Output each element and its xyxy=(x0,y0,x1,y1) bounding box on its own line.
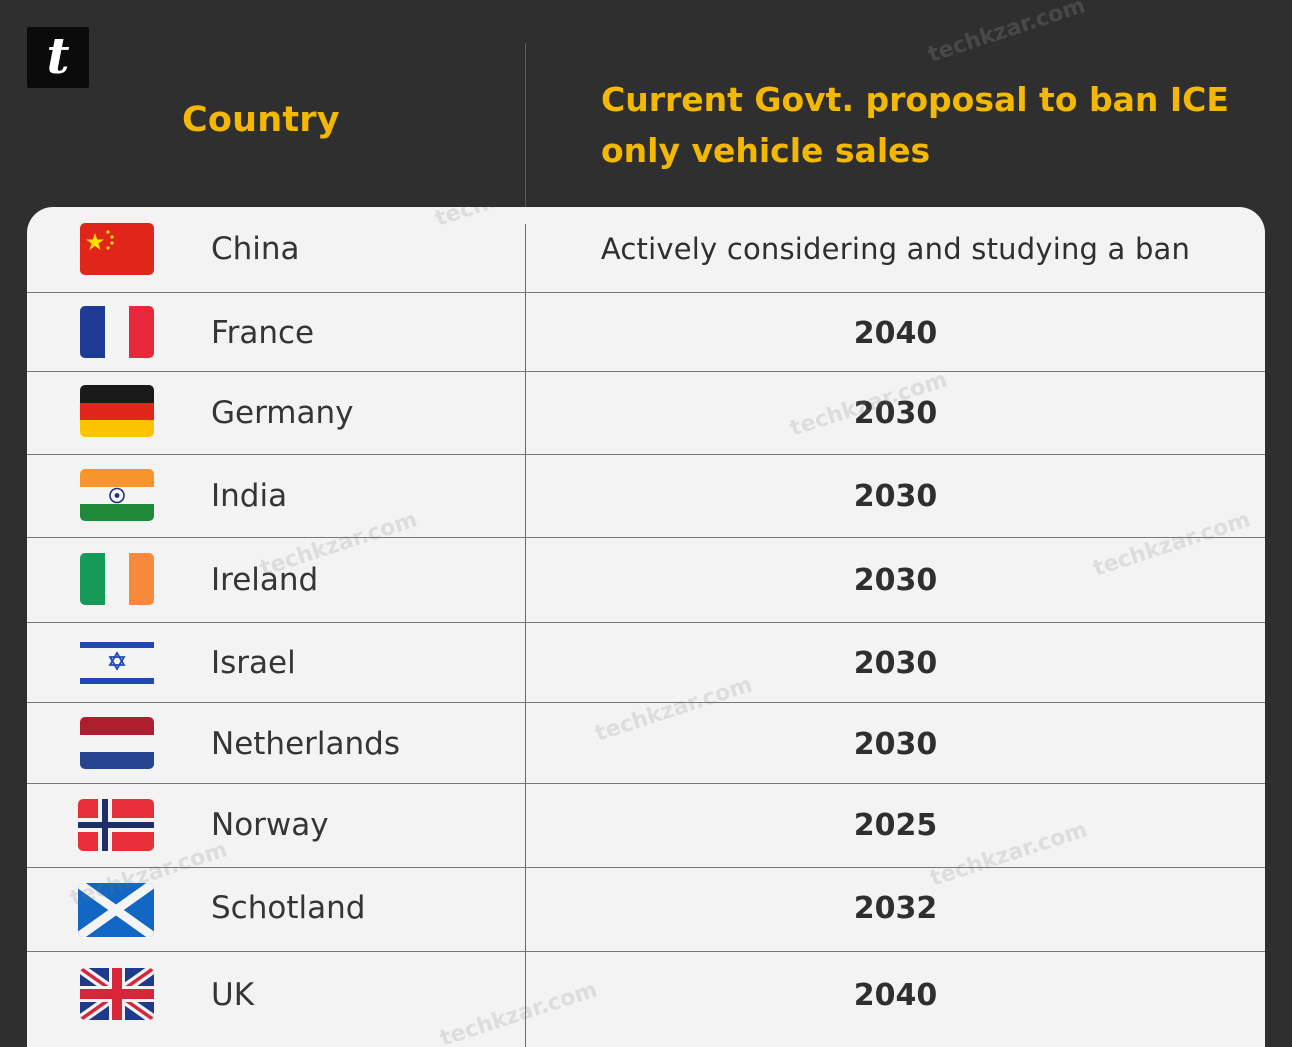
netherlands-flag-icon xyxy=(80,717,154,769)
ban-proposal-value: 2030 xyxy=(853,563,938,598)
header-divider xyxy=(525,43,526,211)
table-row: Netherlands 2030 xyxy=(27,703,1265,783)
table-row: China Actively considering and studying … xyxy=(27,207,1265,292)
row-divider xyxy=(27,702,1265,703)
table-row: France 2040 xyxy=(27,293,1265,371)
row-divider xyxy=(27,951,1265,952)
ban-proposal-value: 2030 xyxy=(853,646,938,681)
row-divider xyxy=(27,622,1265,623)
column-divider xyxy=(525,224,526,1047)
germany-flag-icon xyxy=(80,385,154,437)
row-divider xyxy=(27,783,1265,784)
ban-proposal-value: 2030 xyxy=(853,479,938,514)
brand-logo: t xyxy=(27,27,89,88)
table-row: Israel 2030 xyxy=(27,623,1265,702)
row-divider xyxy=(27,371,1265,372)
table-row: Ireland 2030 xyxy=(27,538,1265,622)
table-row: India 2030 xyxy=(27,455,1265,537)
watermark-text: techkzar.com xyxy=(925,0,1089,68)
france-flag-icon xyxy=(80,306,154,358)
country-name: Schotland xyxy=(211,890,366,926)
column-header-proposal: Current Govt. proposal to ban ICE only v… xyxy=(601,80,1229,170)
country-name: Norway xyxy=(211,807,329,843)
ban-proposal-value: Actively considering and studying a ban xyxy=(600,232,1191,266)
ban-proposal-value: 2030 xyxy=(853,727,938,762)
country-name: France xyxy=(211,315,315,351)
country-name: Netherlands xyxy=(211,726,400,762)
country-name: Germany xyxy=(211,395,354,431)
china-flag-icon xyxy=(80,223,154,275)
row-divider xyxy=(27,292,1265,293)
ban-proposal-value: 2030 xyxy=(853,396,938,431)
table-row: UK 2040 xyxy=(27,952,1265,1047)
table-row: Schotland 2032 xyxy=(27,868,1265,951)
scotland-flag-icon xyxy=(78,883,154,937)
ban-proposal-value: 2032 xyxy=(853,891,938,926)
country-name: Israel xyxy=(211,645,296,681)
row-divider xyxy=(27,537,1265,538)
row-divider xyxy=(27,867,1265,868)
ban-proposal-value: 2040 xyxy=(853,316,938,351)
israel-flag-icon xyxy=(80,637,154,689)
table-row: Norway 2025 xyxy=(27,784,1265,867)
norway-flag-icon xyxy=(78,799,154,851)
row-divider xyxy=(27,454,1265,455)
india-flag-icon xyxy=(80,469,154,521)
ireland-flag-icon xyxy=(80,553,154,605)
country-name: UK xyxy=(211,977,255,1013)
comparison-table: China Actively considering and studying … xyxy=(27,207,1265,1047)
ban-proposal-value: 2040 xyxy=(853,978,938,1013)
country-name: Ireland xyxy=(211,562,319,598)
column-header-country: Country xyxy=(182,100,340,140)
uk-flag-icon xyxy=(80,968,154,1020)
logo-letter: t xyxy=(46,25,70,85)
country-name: China xyxy=(211,231,300,267)
ban-proposal-value: 2025 xyxy=(853,808,938,843)
country-name: India xyxy=(211,478,288,514)
table-row: Germany 2030 xyxy=(27,372,1265,454)
